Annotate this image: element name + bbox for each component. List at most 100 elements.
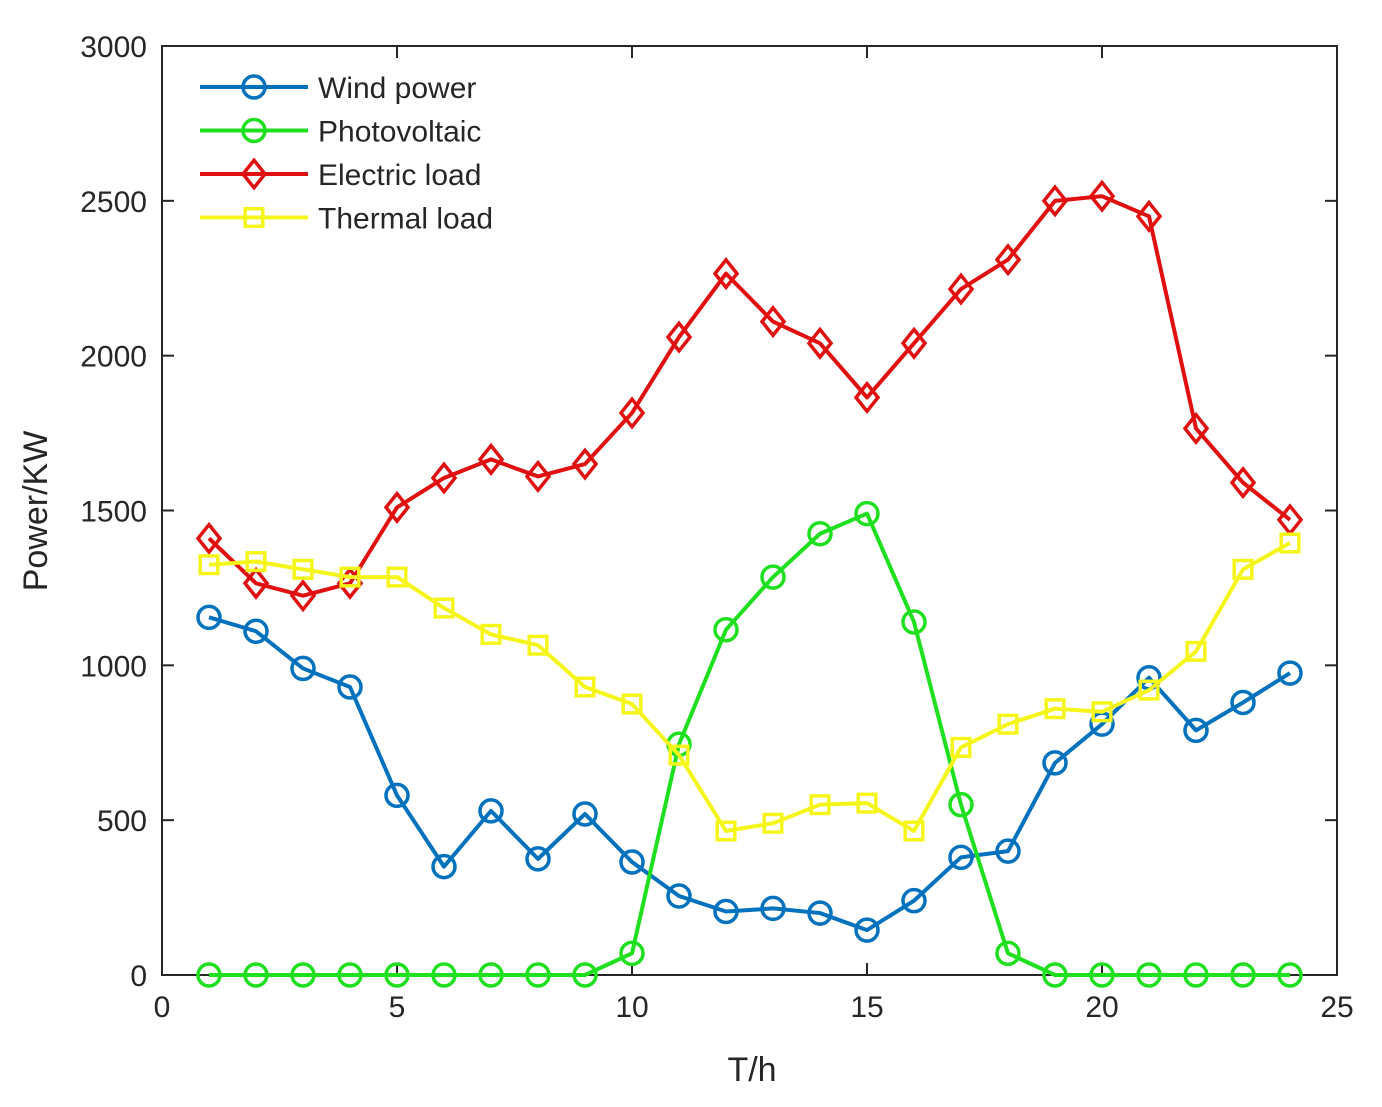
- data-point-thermal-load: [339, 566, 361, 588]
- data-point-electric-load: [712, 257, 740, 291]
- data-point-thermal-load: [1138, 679, 1160, 701]
- data-point-electric-load: [759, 305, 787, 339]
- y-tick-label: 2000: [80, 341, 147, 374]
- data-point-wind-power: [854, 917, 880, 943]
- data-point-wind-power: [290, 655, 316, 682]
- series-line-wind-power: [208, 615, 1292, 933]
- data-point-photovoltaic: [901, 609, 927, 635]
- data-point-wind-power: [1042, 750, 1068, 776]
- data-point-thermal-load: [856, 792, 878, 814]
- data-point-thermal-load: [245, 551, 267, 573]
- legend-swatch-marker: [241, 74, 267, 100]
- data-point-thermal-load: [292, 558, 314, 580]
- data-point-thermal-load: [527, 634, 549, 656]
- data-point-electric-load: [430, 461, 458, 495]
- legend-item-electric-load: Electric load: [200, 157, 481, 192]
- data-point-wind-power: [384, 782, 410, 809]
- data-point-thermal-load: [480, 623, 502, 645]
- data-point-electric-load: [242, 566, 270, 600]
- data-point-thermal-load: [997, 713, 1019, 735]
- data-point-photovoltaic: [431, 962, 457, 988]
- data-point-photovoltaic: [525, 962, 551, 988]
- data-point-wind-power: [1277, 660, 1303, 686]
- data-point-electric-load: [1135, 199, 1163, 233]
- data-point-photovoltaic: [619, 940, 645, 967]
- data-point-wind-power: [807, 900, 833, 926]
- x-tick-label: 15: [850, 991, 883, 1024]
- data-point-thermal-load: [1279, 532, 1301, 554]
- data-point-photovoltaic: [1183, 962, 1209, 988]
- data-point-photovoltaic: [713, 616, 739, 643]
- legend-label: Electric load: [318, 159, 481, 192]
- data-point-wind-power: [619, 849, 645, 875]
- data-point-thermal-load: [433, 597, 455, 619]
- legend-item-wind-power: Wind power: [200, 72, 476, 105]
- data-point-wind-power: [196, 604, 222, 631]
- y-tick-label: 0: [130, 960, 147, 993]
- data-point-electric-load: [994, 243, 1022, 277]
- data-point-photovoltaic: [290, 962, 316, 988]
- data-point-electric-load: [665, 320, 693, 354]
- data-point-thermal-load: [198, 554, 220, 576]
- x-tick-label: 5: [389, 991, 406, 1024]
- data-point-thermal-load: [1044, 698, 1066, 720]
- data-point-electric-load: [900, 326, 928, 360]
- series-electric-load: [195, 179, 1304, 613]
- y-tick-label: 1000: [80, 650, 147, 683]
- series-thermal-load: [198, 532, 1301, 842]
- x-tick-label: 25: [1320, 991, 1353, 1024]
- data-point-photovoltaic: [572, 962, 598, 988]
- legend-swatch-marker: [243, 206, 265, 229]
- data-point-thermal-load: [809, 794, 831, 816]
- data-point-electric-load: [1182, 411, 1210, 445]
- legend-swatch-marker: [241, 117, 267, 144]
- data-point-electric-load: [383, 490, 411, 524]
- data-point-wind-power: [948, 844, 974, 871]
- data-point-wind-power: [431, 853, 457, 880]
- data-point-photovoltaic: [1089, 962, 1115, 988]
- data-point-photovoltaic: [760, 564, 786, 590]
- data-point-wind-power: [1230, 689, 1256, 716]
- x-tick-label: 10: [615, 991, 648, 1024]
- legend-item-thermal-load: Thermal load: [200, 203, 493, 236]
- y-tick-label: 3000: [80, 31, 147, 64]
- y-axis-label: Power/KW: [17, 431, 55, 592]
- data-point-thermal-load: [950, 736, 972, 758]
- data-point-electric-load: [1229, 466, 1257, 500]
- data-point-electric-load: [947, 272, 975, 306]
- legend-item-photovoltaic: Photovoltaic: [200, 116, 481, 149]
- series-line-thermal-load: [208, 541, 1291, 834]
- data-point-electric-load: [806, 326, 834, 360]
- data-point-wind-power: [995, 838, 1021, 864]
- data-point-photovoltaic: [196, 962, 222, 988]
- data-point-wind-power: [901, 887, 927, 914]
- data-point-wind-power: [713, 898, 739, 925]
- data-point-wind-power: [572, 801, 598, 827]
- data-point-wind-power: [243, 618, 269, 645]
- data-point-thermal-load: [762, 812, 784, 834]
- data-point-electric-load: [571, 447, 599, 481]
- data-point-thermal-load: [1185, 640, 1207, 662]
- data-point-photovoltaic: [1277, 962, 1303, 988]
- data-point-thermal-load: [574, 676, 596, 698]
- data-point-thermal-load: [1091, 701, 1113, 723]
- legend-label: Wind power: [318, 72, 476, 105]
- legend-label: Photovoltaic: [318, 116, 481, 149]
- legend: Wind power Photovoltaic Electric load Therm…: [200, 72, 493, 236]
- series-line-photovoltaic: [209, 511, 1290, 977]
- data-point-thermal-load: [386, 566, 408, 588]
- data-point-electric-load: [195, 521, 223, 555]
- y-tick-label: 2500: [80, 186, 147, 219]
- data-point-photovoltaic: [1042, 962, 1068, 988]
- data-point-photovoltaic: [478, 962, 504, 988]
- data-point-wind-power: [337, 674, 363, 700]
- data-point-photovoltaic: [807, 520, 833, 547]
- data-point-photovoltaic: [243, 962, 269, 988]
- data-point-thermal-load: [1232, 558, 1254, 580]
- data-point-photovoltaic: [337, 962, 363, 988]
- data-point-electric-load: [618, 396, 646, 430]
- data-point-photovoltaic: [948, 791, 974, 818]
- y-tick-label: 500: [97, 805, 147, 838]
